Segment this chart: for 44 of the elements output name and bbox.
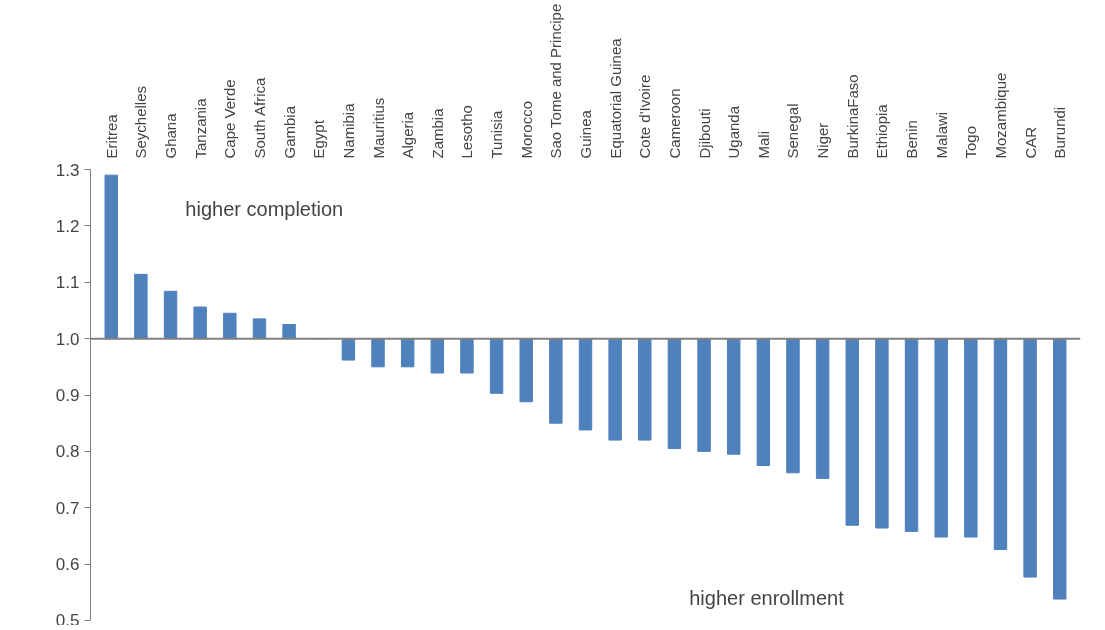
x-tick-label: Gambia	[280, 105, 298, 159]
x-tick-label: Sao Tome and Principe	[547, 3, 565, 159]
x-tick-label: Uganda	[725, 105, 743, 159]
x-tick-label: Tanzania	[191, 97, 209, 159]
x-tick-label: Cameroon	[665, 88, 683, 159]
y-tick-label: 1.1	[55, 273, 80, 293]
x-tick-label: Burundi	[1051, 106, 1069, 159]
x-tick-label: BurkinaFaso	[843, 74, 861, 159]
y-tick-label: 1.0	[55, 329, 80, 349]
x-tick-label: Ghana	[162, 112, 180, 159]
x-tick-label: Lesotho	[458, 105, 476, 159]
x-tick-label: Cape Verde	[221, 79, 239, 159]
y-tick-label: 1.3	[55, 160, 80, 180]
x-tick-label: Djibouti	[695, 108, 713, 159]
x-tick-label: Guinea	[577, 109, 594, 159]
annotation: higher enrollment	[689, 586, 845, 609]
x-tick-label: Namibia	[339, 102, 357, 159]
x-tick-label: Benin	[903, 120, 921, 159]
x-tick-label: Cote d'Ivoire	[636, 74, 654, 159]
x-tick-label: Ethiopia	[873, 103, 891, 159]
x-tick-label: Egypt	[310, 119, 328, 159]
x-tick-label: Mozambique	[991, 72, 1009, 159]
y-tick-label: 0.9	[55, 386, 80, 405]
y-tick-label: 0.6	[55, 555, 80, 575]
x-tick-label: Zambia	[428, 107, 446, 159]
x-tick-label: South Africa	[250, 76, 268, 159]
x-tick-label: Equatorial Guinea	[606, 37, 624, 159]
x-tick-label: Seychelles	[132, 85, 150, 159]
x-tick-label: Senegal	[784, 103, 802, 159]
x-tick-label: Togo	[962, 125, 980, 159]
y-tick-label: 0.7	[55, 498, 80, 518]
x-tick-label: Mali	[754, 130, 772, 159]
x-tick-label: Tunisia	[488, 110, 506, 159]
x-tick-label: Algeria	[399, 111, 417, 159]
x-tick-label: Niger	[814, 122, 832, 159]
x-tick-label: Morocco	[517, 100, 535, 159]
y-tick-label: 1.2	[55, 216, 80, 236]
x-tick-label: Mauritius	[369, 97, 387, 159]
x-tick-label: Malawi	[932, 111, 950, 159]
y-tick-label: 0.8	[55, 442, 80, 462]
y-tick-label: 0.5	[55, 610, 80, 630]
x-tick-label: CAR	[1021, 126, 1039, 159]
x-tick-label: Eritrea	[102, 113, 120, 159]
annotation: higher completion	[185, 197, 344, 220]
